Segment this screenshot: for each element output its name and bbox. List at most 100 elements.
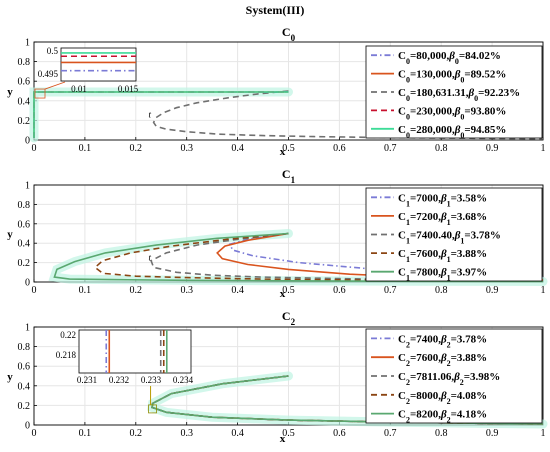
inset-y-tick-label: 0.5 (47, 46, 59, 56)
figure-title: System(III) (246, 3, 305, 17)
y-tick-label: 0.4 (18, 381, 31, 392)
y-tick-label: 0.8 (18, 57, 31, 68)
inset-x-tick-label: 0.234 (173, 375, 194, 385)
zoom-region-box (34, 88, 46, 99)
x-tick-label: 0.7 (384, 143, 397, 154)
series-line-2 (152, 90, 544, 140)
y-axis-label: y (7, 86, 13, 98)
x-tick-label: 0.4 (231, 285, 244, 296)
y-tick-label: 1 (25, 323, 30, 334)
x-tick-label: 0.6 (333, 285, 346, 296)
x-tick-label: 0.1 (79, 143, 92, 154)
x-axis-label: x (280, 146, 286, 158)
legend-box (365, 187, 543, 282)
y-tick-label: 0 (25, 278, 30, 289)
x-tick-label: 0.5 (282, 143, 295, 154)
series-line-2 (150, 232, 544, 282)
legend-label: C0=80,000,β0=84.02% (398, 50, 501, 65)
legend-label: C1=7000,β1=3.58% (398, 192, 487, 208)
panel-title: C0 (282, 25, 296, 43)
series-line-3 (93, 232, 544, 282)
y-tick-label: 0.2 (18, 258, 31, 269)
y-axis-label: y (7, 371, 13, 383)
panel-title: C1 (282, 167, 296, 185)
chart-panel-2: C2 0 0.1 0.2 0.3 0.4 0.5 0.6 0.7 0.8 0.9 1 0 0.2 0.4 0.… (7, 309, 548, 445)
y-tick-label: 0.6 (18, 362, 31, 373)
inset-frame (78, 329, 192, 374)
legend-label: C1=7600,β1=3.88% (398, 248, 487, 264)
x-tick-label: 0.7 (384, 285, 397, 296)
x-tick-label: 0.4 (231, 143, 244, 154)
y-tick-label: 1 (25, 181, 30, 192)
y-tick-label: 0.2 (18, 116, 31, 127)
plot-frame (33, 326, 544, 426)
x-tick-label: 0.9 (486, 143, 499, 154)
legend-label: C1=7400.40,β1=3.78% (398, 230, 501, 246)
curve-annotation: t (149, 109, 152, 119)
x-tick-label: 0.8 (435, 428, 448, 439)
series-line-4 (53, 232, 544, 283)
legend-label: C2=8200,β2=4.18% (398, 409, 487, 425)
x-tick-label: 0.1 (79, 285, 92, 296)
chart-panel-0: C00 0.1 0.2 0.3 0.4 0.5 0.6 0.7 0.8 0.9 100.20.40.… (7, 25, 545, 158)
legend-box (365, 328, 543, 424)
x-tick-label: 0.2 (130, 285, 143, 296)
x-tick-label: 0.3 (180, 428, 193, 439)
inset-y-tick-label: 0.22 (60, 330, 76, 340)
legend-label: C0=230,000,β0=93.80% (398, 105, 506, 121)
legend-label: C2=7811.06,β2=3.98% (398, 371, 500, 387)
x-tick-label: 0.6 (333, 428, 346, 439)
x-tick-label: 0.8 (435, 285, 448, 296)
y-axis-label: y (7, 229, 13, 241)
x-tick-label: 1 (541, 143, 546, 154)
inset-y-tick-label: 0.218 (56, 350, 77, 360)
zoom-pointer (44, 81, 66, 90)
y-tick-label: 1 (25, 38, 30, 49)
x-axis-label: x (280, 433, 286, 445)
chart-panel-1: C1 0 0.1 0.2 0.3 0.4 0.5 0.6 0.7 0.8 0.9 1 0 0.2 0.4 0.… (7, 167, 548, 300)
x-tick-label: 0.4 (231, 428, 244, 439)
x-tick-label: 0 (32, 428, 37, 439)
legend-box (365, 45, 543, 139)
legend-label: C0=280,000,β0=94.85% (398, 124, 506, 140)
y-tick-label: 0.8 (18, 200, 31, 211)
x-tick-label: 1 (541, 428, 546, 439)
inset-y-tick-label: 0.495 (38, 69, 59, 79)
inset-panel: 0.5 0.495 0.01 0.015 (34, 46, 139, 99)
y-tick-label: 0 (25, 136, 30, 147)
x-axis-label: x (280, 288, 286, 300)
x-tick-label: 0 (32, 285, 37, 296)
x-tick-label: 0.9 (486, 285, 499, 296)
inset-panel: 0.22 0.218 0.231 0.232 0.233 0.234 (56, 329, 194, 414)
x-tick-label: 0.9 (486, 428, 499, 439)
x-tick-label: 0.5 (282, 285, 295, 296)
y-tick-label: 0 (25, 421, 30, 432)
inset-x-tick-label: 0.232 (109, 375, 129, 385)
x-tick-label: 0.6 (333, 143, 346, 154)
legend-label: C1=7200,β1=3.68% (398, 211, 487, 227)
legend-label: C2=7600,β2=3.88% (398, 352, 487, 368)
panel-title: C2 (282, 309, 296, 327)
y-tick-label: 0.4 (18, 239, 31, 250)
x-tick-label: 0.3 (180, 143, 193, 154)
x-tick-label: 0.7 (384, 428, 397, 439)
x-tick-label: 1 (541, 285, 546, 296)
series-line-4 (33, 91, 289, 138)
y-tick-label: 0.6 (18, 77, 31, 88)
legend-label: C2=8000,β2=4.08% (398, 390, 487, 406)
inset-x-tick-label: 0.015 (118, 84, 139, 94)
x-tick-label: 0.3 (180, 285, 193, 296)
x-tick-label: 0 (32, 143, 37, 154)
y-tick-label: 0.4 (18, 96, 31, 107)
legend-label: C0=180,631.31,β0=92.23% (398, 87, 520, 103)
y-tick-label: 0.8 (18, 342, 31, 353)
inset-x-tick-label: 0.231 (77, 375, 97, 385)
x-tick-label: 0.5 (282, 428, 295, 439)
legend-label: C2=7400,β2=3.78% (398, 333, 487, 349)
inset-x-tick-label: 0.01 (71, 84, 87, 94)
legend-label: C1=7800,β1=3.97% (398, 267, 487, 283)
inset-x-tick-label: 0.233 (141, 375, 162, 385)
x-tick-label: 0.2 (130, 428, 143, 439)
